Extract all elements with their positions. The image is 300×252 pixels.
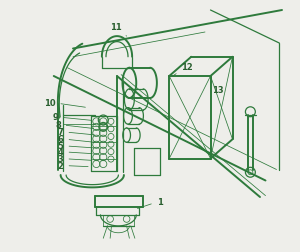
Text: 10: 10: [44, 98, 86, 108]
Text: 8: 8: [55, 120, 94, 129]
Text: 7: 7: [58, 128, 94, 137]
Text: 1: 1: [137, 197, 163, 209]
Text: 3: 3: [58, 154, 91, 163]
Text: 2: 2: [58, 161, 88, 170]
Text: 12: 12: [173, 63, 193, 77]
Text: 13: 13: [211, 86, 223, 100]
Text: 11: 11: [110, 23, 127, 37]
Text: 4: 4: [58, 147, 92, 156]
Text: 9: 9: [52, 113, 91, 122]
Text: 5: 5: [58, 142, 94, 150]
Text: 6: 6: [58, 135, 94, 144]
